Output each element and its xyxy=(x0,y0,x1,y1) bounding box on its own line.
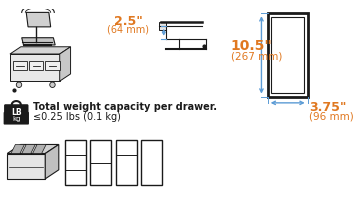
Bar xyxy=(13,62,27,71)
Text: (64 mm): (64 mm) xyxy=(108,24,149,34)
Bar xyxy=(159,23,166,31)
Polygon shape xyxy=(7,145,59,154)
Text: ≤0.25 lbs (0.1 kg): ≤0.25 lbs (0.1 kg) xyxy=(33,112,121,122)
Polygon shape xyxy=(26,13,51,28)
Polygon shape xyxy=(60,48,71,82)
Bar xyxy=(65,140,86,185)
Polygon shape xyxy=(45,145,59,179)
Text: kg: kg xyxy=(12,116,21,122)
Text: LB: LB xyxy=(11,108,22,117)
Text: Total weight capacity per drawer.: Total weight capacity per drawer. xyxy=(33,102,218,112)
Bar xyxy=(45,62,60,71)
Text: (96 mm): (96 mm) xyxy=(310,111,354,121)
Text: 3.75": 3.75" xyxy=(310,101,347,113)
Bar xyxy=(268,14,307,97)
FancyBboxPatch shape xyxy=(4,112,29,125)
Circle shape xyxy=(16,83,22,88)
Bar xyxy=(271,18,304,93)
Text: 2.5": 2.5" xyxy=(114,15,143,28)
Polygon shape xyxy=(10,48,71,55)
Bar xyxy=(10,55,60,82)
Polygon shape xyxy=(33,145,46,154)
Polygon shape xyxy=(22,39,55,46)
Circle shape xyxy=(50,83,55,88)
Bar xyxy=(91,140,111,185)
Bar xyxy=(29,62,43,71)
Bar xyxy=(116,140,137,185)
FancyBboxPatch shape xyxy=(4,105,28,124)
Bar xyxy=(7,154,45,179)
Text: (267 mm): (267 mm) xyxy=(231,52,282,62)
Text: 10.5": 10.5" xyxy=(231,39,272,53)
Polygon shape xyxy=(22,145,35,154)
Bar xyxy=(141,140,162,185)
Polygon shape xyxy=(11,145,24,154)
